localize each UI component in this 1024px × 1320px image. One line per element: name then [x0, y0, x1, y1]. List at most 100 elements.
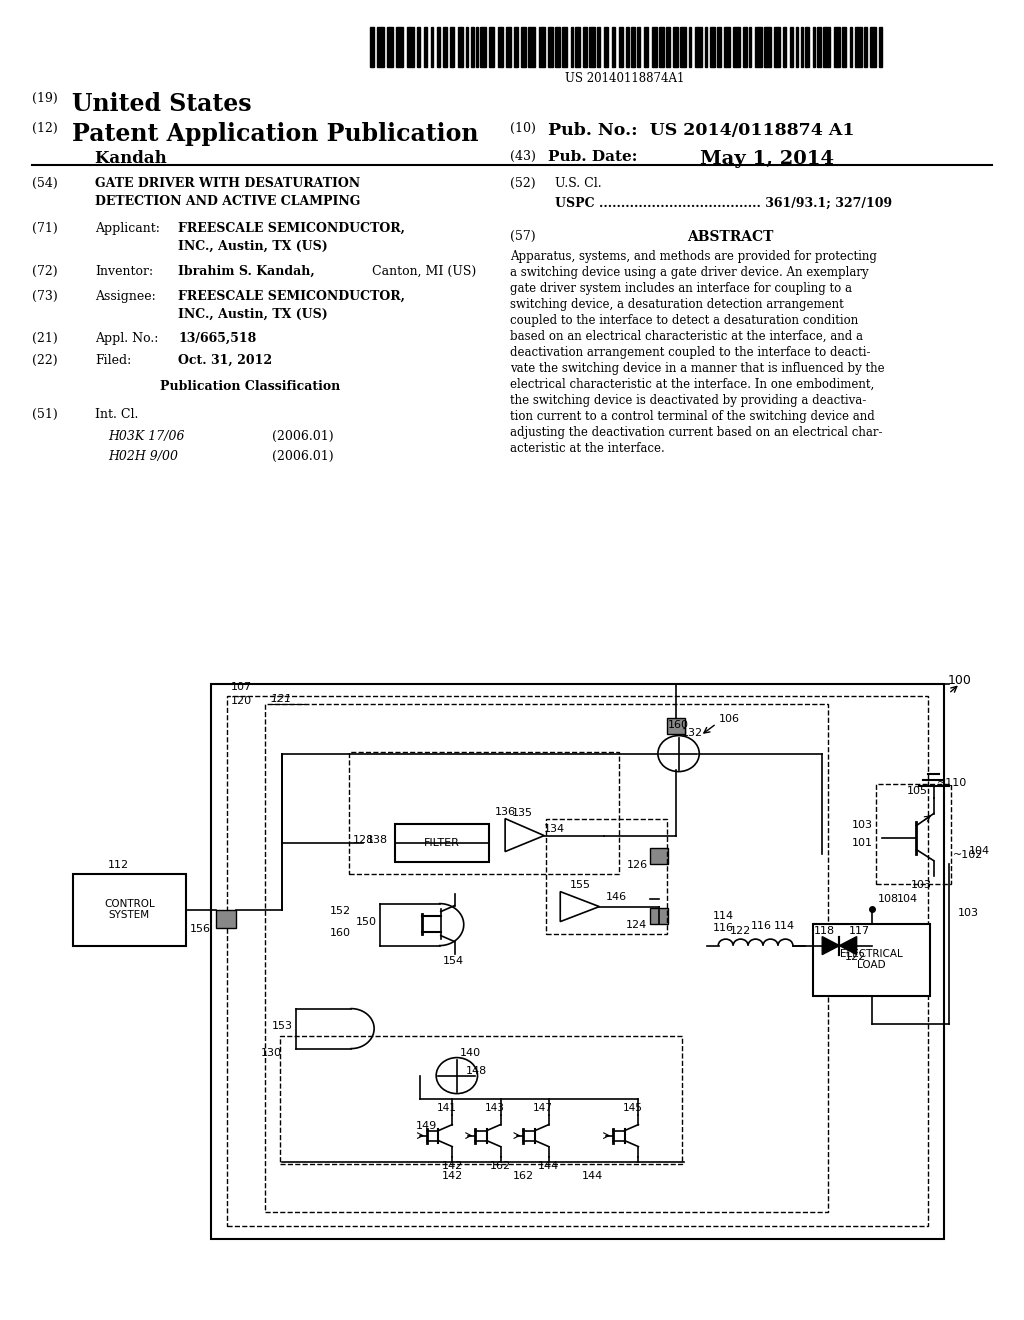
Bar [817, 26, 821, 67]
Text: DETECTION AND ACTIVE CLAMPING: DETECTION AND ACTIVE CLAMPING [95, 195, 360, 209]
Text: 149: 149 [416, 1121, 437, 1131]
Text: INC., Austin, TX (US): INC., Austin, TX (US) [178, 308, 328, 321]
Text: ~102: ~102 [953, 850, 983, 859]
Bar [555, 26, 560, 67]
Bar [695, 26, 702, 67]
Text: 122: 122 [730, 925, 752, 936]
Bar [498, 26, 503, 67]
Text: 150: 150 [355, 916, 377, 927]
Bar [604, 26, 608, 67]
Text: Pub. No.:  US 2014/0118874 A1: Pub. No.: US 2014/0118874 A1 [548, 121, 854, 139]
Text: based on an electrical characteristic at the interface, and a: based on an electrical characteristic at… [510, 330, 863, 343]
Bar [612, 26, 615, 67]
Text: 147: 147 [534, 1102, 553, 1113]
Text: ELECTRICAL
LOAD: ELECTRICAL LOAD [841, 949, 903, 970]
Bar [644, 26, 648, 67]
Bar [216, 909, 237, 928]
Text: 116: 116 [751, 920, 772, 931]
Text: Appl. No.:: Appl. No.: [95, 333, 159, 345]
Bar [667, 718, 685, 734]
Bar [743, 26, 746, 67]
Text: (54): (54) [32, 177, 57, 190]
Text: 142: 142 [441, 1171, 463, 1180]
Text: (71): (71) [32, 222, 57, 235]
Bar [733, 26, 740, 67]
Text: tion current to a control terminal of the switching device and: tion current to a control terminal of th… [510, 411, 874, 422]
Bar [597, 26, 600, 67]
Bar [666, 26, 670, 67]
Text: 114: 114 [713, 911, 734, 920]
Text: CONTROL
SYSTEM: CONTROL SYSTEM [104, 899, 155, 920]
Text: H02H 9/00: H02H 9/00 [108, 450, 178, 463]
Bar [877, 784, 951, 883]
Bar [790, 26, 793, 67]
Bar [443, 26, 447, 67]
Bar [755, 26, 762, 67]
Bar [211, 684, 944, 1238]
Bar [764, 26, 771, 67]
Bar [813, 924, 930, 995]
Text: (43): (43) [510, 150, 536, 162]
Text: acteristic at the interface.: acteristic at the interface. [510, 442, 665, 455]
Text: switching device, a desaturation detection arrangement: switching device, a desaturation detecti… [510, 298, 844, 312]
Text: 108: 108 [878, 894, 898, 904]
Polygon shape [840, 937, 857, 954]
Text: gate driver system includes an interface for coupling to a: gate driver system includes an interface… [510, 282, 852, 294]
Text: 126: 126 [627, 859, 647, 870]
Text: Publication Classification: Publication Classification [160, 380, 340, 393]
Bar [805, 26, 809, 67]
Text: 107: 107 [230, 681, 252, 692]
Text: (2006.01): (2006.01) [272, 450, 334, 463]
Bar [539, 26, 545, 67]
Bar [387, 26, 393, 67]
Text: INC., Austin, TX (US): INC., Austin, TX (US) [178, 240, 328, 253]
Text: Apparatus, systems, and methods are provided for protecting: Apparatus, systems, and methods are prov… [510, 249, 877, 263]
Text: 104: 104 [897, 894, 918, 904]
Text: US 20140118874A1: US 20140118874A1 [565, 73, 685, 84]
Text: 155: 155 [569, 879, 591, 890]
Text: 143: 143 [484, 1102, 505, 1113]
Text: (72): (72) [32, 265, 57, 279]
Polygon shape [822, 937, 840, 954]
Text: coupled to the interface to detect a desaturation condition: coupled to the interface to detect a des… [510, 314, 858, 327]
Bar [476, 26, 478, 67]
Text: 106: 106 [719, 714, 739, 723]
Text: FREESCALE SEMICONDUCTOR,: FREESCALE SEMICONDUCTOR, [178, 222, 406, 235]
Bar [377, 26, 384, 67]
Text: 144: 144 [582, 1171, 603, 1180]
Text: May 1, 2014: May 1, 2014 [700, 150, 834, 168]
Text: (73): (73) [32, 290, 57, 304]
Text: 121: 121 [270, 693, 292, 704]
Text: 152: 152 [330, 906, 351, 916]
Bar [796, 26, 798, 67]
Text: 120: 120 [230, 696, 252, 706]
Bar [724, 26, 730, 67]
Bar [652, 26, 657, 67]
Bar [705, 26, 707, 67]
Bar [471, 26, 474, 67]
Bar [855, 26, 862, 67]
Text: Inventor:: Inventor: [95, 265, 154, 279]
Text: 132: 132 [682, 727, 703, 738]
Text: Applicant:: Applicant: [95, 222, 160, 235]
Bar [466, 26, 468, 67]
Text: 101: 101 [852, 838, 872, 847]
Text: Kandah: Kandah [72, 150, 167, 168]
Text: Int. Cl.: Int. Cl. [95, 408, 138, 421]
Text: 104: 104 [970, 846, 990, 855]
Text: (22): (22) [32, 354, 57, 367]
Text: (21): (21) [32, 333, 57, 345]
Bar [514, 26, 518, 67]
Text: 103: 103 [910, 879, 932, 890]
Bar [589, 26, 595, 67]
Bar [458, 26, 463, 67]
Bar [506, 26, 511, 67]
Text: 148: 148 [466, 1065, 487, 1076]
Text: 156: 156 [190, 924, 211, 933]
Text: 154: 154 [443, 956, 464, 966]
Text: 130: 130 [261, 1048, 283, 1057]
Bar [265, 704, 828, 1212]
Bar [870, 26, 876, 67]
Bar [370, 26, 374, 67]
Bar [783, 26, 786, 67]
